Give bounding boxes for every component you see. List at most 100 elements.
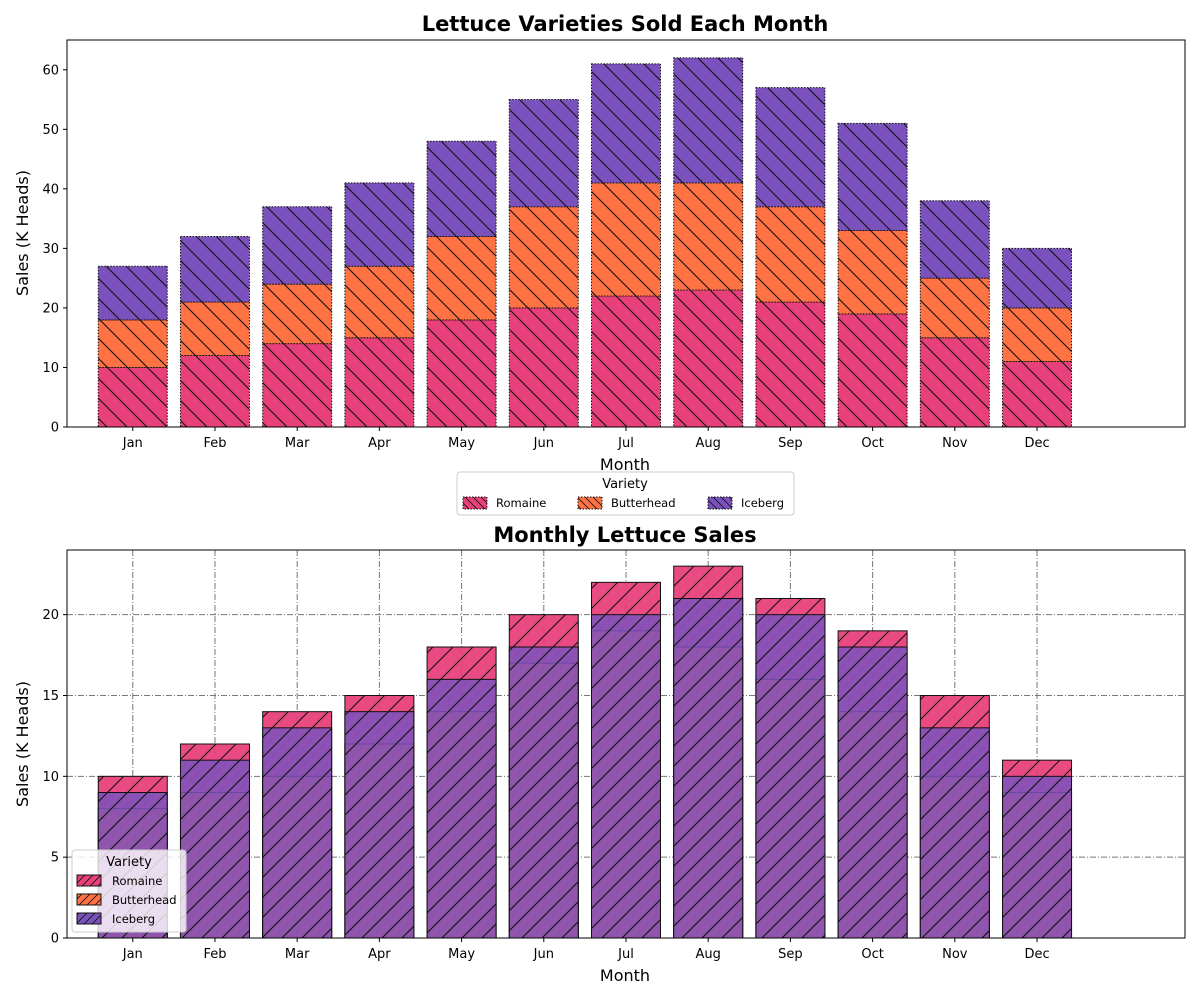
bar-iceberg-aug [673, 598, 744, 939]
x-tick-label-dec: Dec [1024, 436, 1049, 451]
bar-iceberg-feb [179, 759, 250, 939]
legend-entry-butterhead: Butterhead [577, 496, 676, 510]
bar-romaine-jan [97, 366, 168, 428]
x-tick-label-mar: Mar [285, 436, 310, 451]
bar-iceberg-dec [1002, 247, 1073, 309]
bar-iceberg-nov [919, 200, 990, 279]
legend-label: Iceberg [741, 496, 784, 510]
y-tick-label: 0 [51, 421, 59, 436]
bar-iceberg-nov [919, 727, 990, 939]
bar-iceberg-feb [179, 235, 250, 303]
bar-iceberg-oct [837, 122, 908, 232]
x-tick-label-jan: Jan [122, 947, 143, 962]
bar-romaine-mar [262, 343, 333, 428]
legend-label: Romaine [496, 496, 546, 510]
x-tick-label-sep: Sep [778, 436, 803, 451]
stacked-chart: Lettuce Varieties Sold Each Month 0 10 20 3… [13, 12, 1186, 516]
bar-butterhead-aug [673, 182, 744, 291]
bar-butterhead-apr [344, 265, 415, 339]
legend-entry-romaine: Romaine [462, 496, 546, 510]
bar-romaine-oct [837, 313, 908, 428]
stacked-chart-legend: Variety Romaine Butterhead Iceberg [456, 471, 795, 516]
overlap-chart: Monthly Lettuce Sales 0 5 10 15 20 Jan Feb Mar… [13, 523, 1186, 985]
x-tick-label-sep: Sep [778, 947, 803, 962]
legend-title: Variety [106, 855, 152, 870]
bar-iceberg-sep [755, 87, 826, 208]
x-tick-label-apr: Apr [368, 436, 391, 451]
bar-butterhead-feb [179, 301, 250, 357]
y-tick-label: 10 [42, 770, 59, 785]
bar-iceberg-jun [508, 99, 579, 208]
y-tick-label: 40 [42, 182, 59, 197]
y-tick-label: 10 [42, 361, 59, 376]
bar-romaine-aug [673, 289, 744, 428]
bar-butterhead-nov [919, 277, 990, 339]
bar-romaine-jun [508, 307, 579, 428]
legend-entry-iceberg: Iceberg [707, 496, 784, 510]
x-tick-label-nov: Nov [942, 436, 968, 451]
legend-title: Variety [602, 477, 648, 492]
bar-iceberg-apr [344, 711, 415, 939]
overlap-chart-frame [66, 549, 1186, 939]
overlap-chart-title: Monthly Lettuce Sales [493, 523, 756, 547]
x-tick-label-aug: Aug [696, 436, 721, 451]
legend-label: Romaine [112, 874, 162, 888]
bar-romaine-dec [1002, 361, 1073, 428]
bar-butterhead-jul [591, 182, 661, 297]
bar-romaine-jul [591, 295, 661, 428]
bar-butterhead-mar [262, 283, 333, 345]
bar-iceberg-jul [591, 614, 661, 939]
bar-iceberg-oct [837, 646, 908, 939]
stacked-chart-title: Lettuce Varieties Sold Each Month [422, 12, 829, 36]
legend-label: Butterhead [112, 893, 177, 907]
x-tick-label-oct: Oct [861, 436, 883, 451]
x-tick-label-jul: Jul [617, 436, 634, 451]
bar-iceberg-aug [673, 57, 744, 184]
bar-butterhead-oct [837, 230, 908, 315]
x-tick-label-jul: Jul [617, 947, 634, 962]
stacked-chart-x-axis-label: Month [600, 455, 650, 474]
bar-romaine-nov [919, 337, 990, 428]
x-tick-label-dec: Dec [1024, 947, 1049, 962]
bar-iceberg-jun [508, 646, 579, 939]
x-tick-label-mar: Mar [285, 947, 310, 962]
x-tick-label-may: May [448, 947, 475, 962]
bar-iceberg-mar [262, 727, 333, 939]
bar-iceberg-may [426, 678, 497, 939]
y-tick-label: 20 [42, 608, 59, 623]
y-tick-label: 50 [42, 123, 59, 138]
y-tick-label: 15 [42, 689, 59, 704]
legend-label: Iceberg [112, 912, 155, 926]
y-tick-label: 20 [42, 301, 59, 316]
bar-butterhead-sep [755, 206, 826, 303]
bar-romaine-sep [755, 301, 826, 428]
x-tick-label-may: May [448, 436, 475, 451]
overlap-chart-y-axis-label: Sales (K Heads) [13, 681, 32, 807]
bar-butterhead-jan [97, 319, 168, 368]
x-tick-label-jun: Jun [533, 436, 554, 451]
overlap-chart-x-axis-label: Month [600, 966, 650, 985]
bar-iceberg-apr [344, 182, 415, 267]
bar-butterhead-may [426, 235, 497, 321]
x-tick-label-jan: Jan [122, 436, 143, 451]
bar-iceberg-mar [262, 206, 333, 285]
x-tick-label-feb: Feb [203, 947, 226, 962]
x-tick-label-aug: Aug [696, 947, 721, 962]
bar-romaine-apr [344, 337, 415, 428]
bar-iceberg-may [426, 140, 497, 237]
legend-entry-romaine: Romaine [76, 874, 162, 888]
y-tick-label: 5 [51, 851, 59, 866]
x-tick-label-jun: Jun [533, 947, 554, 962]
bar-iceberg-jul [591, 63, 661, 184]
legend-label: Butterhead [611, 496, 676, 510]
bar-butterhead-dec [1002, 307, 1073, 363]
legend-entry-butterhead: Butterhead [76, 893, 177, 907]
legend-entry-iceberg: Iceberg [76, 912, 155, 926]
bar-butterhead-jun [508, 206, 579, 309]
y-tick-label: 60 [42, 63, 59, 78]
y-tick-label: 30 [42, 242, 59, 257]
x-tick-label-feb: Feb [203, 436, 226, 451]
stacked-chart-frame [66, 39, 1186, 428]
